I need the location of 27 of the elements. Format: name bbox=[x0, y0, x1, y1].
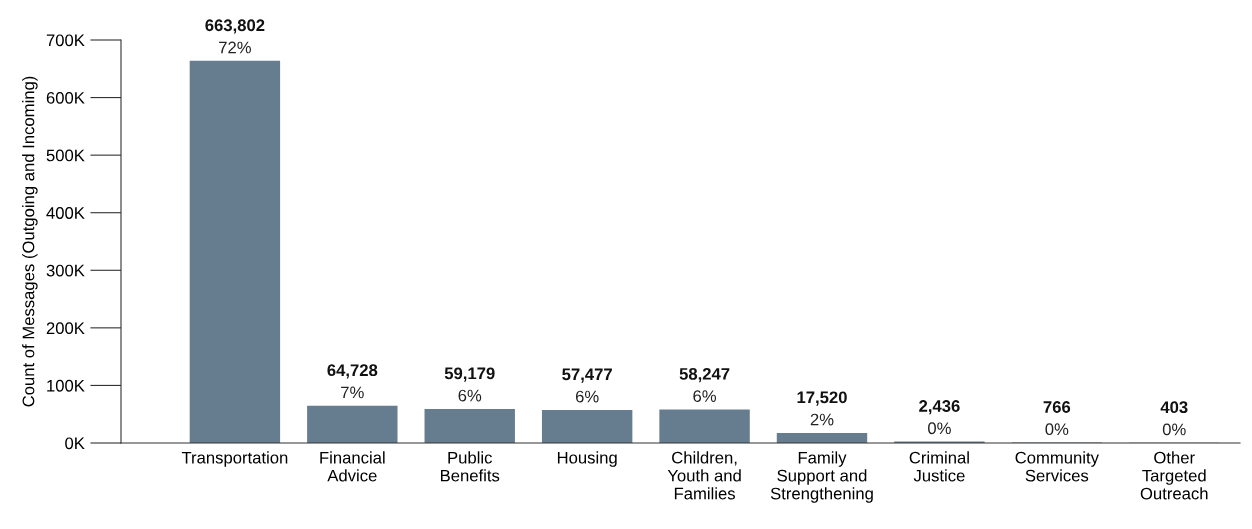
x-tick-label: Criminal Justice bbox=[909, 451, 969, 482]
y-axis-title: Count of Messages (Outgoing and Incoming) bbox=[22, 76, 38, 407]
y-tick-label: 500K bbox=[46, 149, 85, 162]
data-label: 2,436 0% bbox=[919, 400, 960, 435]
y-tick-label: 100K bbox=[47, 379, 85, 392]
data-label: 663,802 72% bbox=[205, 19, 265, 54]
data-label: 766 0% bbox=[1043, 401, 1071, 436]
y-tick-label: 300K bbox=[46, 264, 85, 277]
x-tick-label: Other Targeted Outreach bbox=[1140, 451, 1208, 500]
y-tick-label: 200K bbox=[46, 322, 85, 335]
data-label: 17,520 2% bbox=[797, 391, 847, 426]
x-tick-label: Transportation bbox=[181, 451, 288, 467]
y-tick-label: 400K bbox=[46, 207, 85, 219]
x-tick-label: Children, Youth and Families bbox=[667, 451, 741, 500]
data-label: 58,247 6% bbox=[679, 367, 730, 403]
x-tick-label: Community Services bbox=[1015, 451, 1099, 482]
y-tick-label: 700K bbox=[46, 34, 85, 47]
data-label: 64,728 7% bbox=[327, 364, 378, 399]
x-tick-label: Housing bbox=[557, 451, 617, 467]
data-label: 57,477 6% bbox=[562, 368, 612, 403]
data-label: 403 0% bbox=[1160, 401, 1188, 436]
x-tick-label: Family Support and Strengthening bbox=[770, 451, 873, 503]
x-tick-label: Financial Advice bbox=[320, 451, 385, 482]
y-tick-label: 600K bbox=[46, 91, 85, 104]
x-tick-label: Public Benefits bbox=[440, 451, 500, 482]
data-label: 59,179 6% bbox=[444, 367, 495, 402]
y-tick-label: 0K bbox=[65, 437, 85, 450]
